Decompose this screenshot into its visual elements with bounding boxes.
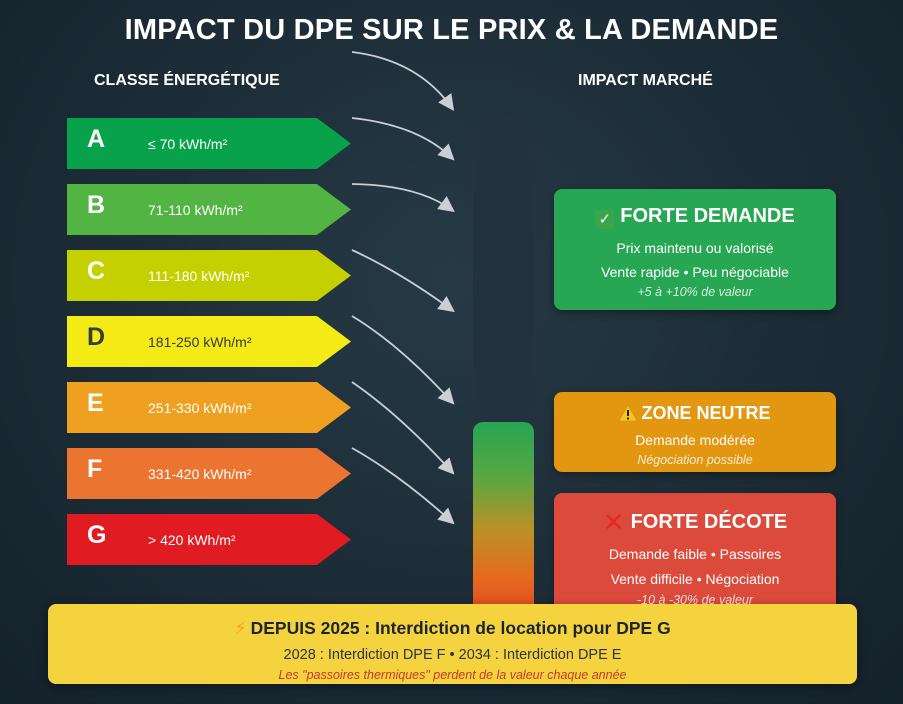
- class-row-e: E 251-330 kWh/m²: [67, 382, 351, 433]
- class-letter: B: [87, 191, 106, 219]
- class-range: 111-180 kWh/m²: [148, 268, 250, 284]
- class-row-d: D 181-250 kWh/m²: [67, 316, 351, 367]
- energy-class-heading: CLASSE ÉNERGÉTIQUE: [94, 72, 280, 89]
- class-row-g: G > 420 kWh/m²: [67, 514, 351, 565]
- forte-demande-card: ✓ FORTE DEMANDE Prix maintenu ou valorisé…: [554, 189, 836, 310]
- card-line: Demande faible • Passoires: [608, 546, 782, 562]
- class-row-a: A ≤ 70 kWh/m²: [67, 118, 351, 169]
- market-impact-heading: IMPACT MARCHÉ: [578, 72, 713, 89]
- arrow-5: [351, 315, 455, 405]
- class-row-c: C 111-180 kWh/m²: [67, 250, 351, 301]
- arrow-4: [351, 249, 455, 313]
- class-range: 251-330 kWh/m²: [148, 400, 252, 416]
- card-line: Vente difficile • Négociation: [610, 571, 780, 587]
- card-note: -10 à -30% de valeur: [636, 593, 754, 607]
- card-title: ZONE NEUTRE: [641, 403, 771, 423]
- impact-gauge-fill: [473, 422, 534, 618]
- page-title: IMPACT DU DPE SUR LE PRIX & LA DEMANDE: [124, 14, 779, 46]
- arrow-3: [351, 183, 455, 213]
- class-letter: G: [87, 521, 107, 549]
- card-note: +5 à +10% de valeur: [637, 285, 753, 299]
- forte-decote-card: ✕ FORTE DÉCOTE Demande faible • Passoires…: [554, 493, 836, 618]
- arrow-1: [351, 51, 455, 111]
- banner-note: Les "passoires thermiques" perdent de la…: [278, 668, 627, 682]
- zone-neutre-card: ZONE NEUTRE Demande modérée Négociation …: [554, 392, 836, 472]
- regulation-banner: ⚡ DEPUIS 2025 : Interdiction de location …: [48, 604, 857, 684]
- impact-gauge: [473, 118, 534, 618]
- card-line: Prix maintenu ou valorisé: [616, 240, 774, 256]
- class-range: 331-420 kWh/m²: [148, 466, 252, 482]
- arrow-2: [351, 117, 455, 161]
- lightning-icon: ⚡: [234, 618, 247, 638]
- arrow-6: [351, 381, 455, 475]
- class-range: > 420 kWh/m²: [148, 532, 236, 548]
- card-line: Demande modérée: [635, 432, 755, 448]
- card-title: FORTE DEMANDE: [620, 205, 795, 227]
- banner-line: 2028 : Interdiction DPE F • 2034 : Inter…: [283, 647, 622, 663]
- cross-mark-icon: ✕: [602, 507, 625, 537]
- class-letter: C: [87, 257, 106, 285]
- class-letter: F: [87, 455, 103, 483]
- class-range: 181-250 kWh/m²: [148, 334, 252, 350]
- class-letter: D: [87, 323, 106, 351]
- class-range: ≤ 70 kWh/m²: [148, 136, 228, 152]
- card-line: Vente rapide • Peu négociable: [601, 264, 789, 280]
- class-row-f: F 331-420 kWh/m²: [67, 448, 351, 499]
- class-row-b: B 71-110 kWh/m²: [67, 184, 351, 235]
- class-letter: A: [87, 125, 106, 153]
- check-mark-icon: ✓: [595, 210, 615, 229]
- arrow-7: [351, 447, 455, 525]
- class-letter: E: [87, 389, 104, 417]
- class-range: 71-110 kWh/m²: [148, 202, 243, 218]
- card-title: FORTE DÉCOTE: [630, 511, 788, 533]
- banner-title: DEPUIS 2025 : Interdiction de location p…: [250, 618, 671, 638]
- card-note: Négociation possible: [637, 453, 753, 467]
- warning-icon: [618, 404, 639, 426]
